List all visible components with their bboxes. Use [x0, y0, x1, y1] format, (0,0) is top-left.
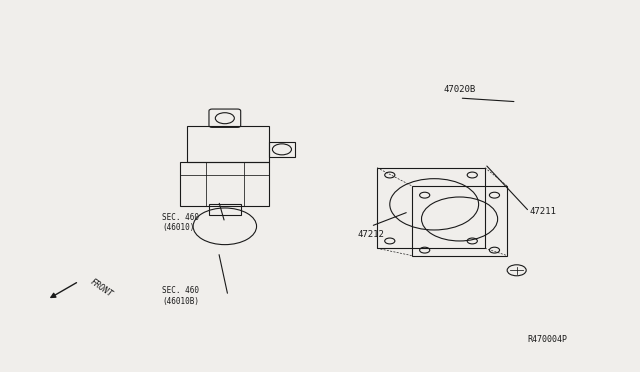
Text: 47020B: 47020B [444, 86, 476, 94]
Text: FRONT: FRONT [88, 278, 114, 299]
Text: SEC. 460
(46010B): SEC. 460 (46010B) [162, 286, 199, 306]
Text: R470004P: R470004P [527, 336, 568, 344]
Text: 47211: 47211 [529, 207, 556, 216]
Text: 47212: 47212 [357, 230, 384, 239]
Text: SEC. 460
(46010): SEC. 460 (46010) [162, 213, 199, 232]
